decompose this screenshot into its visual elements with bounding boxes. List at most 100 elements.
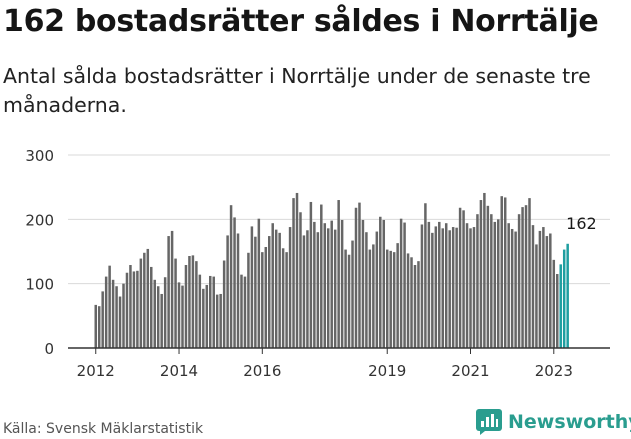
bar <box>136 270 139 348</box>
bar <box>340 219 344 348</box>
bar <box>264 246 268 348</box>
bar <box>316 232 320 348</box>
bar <box>212 276 215 348</box>
bar <box>465 223 469 348</box>
bar-highlight <box>566 243 569 348</box>
bar <box>493 221 497 348</box>
bar <box>556 274 559 348</box>
bar <box>403 222 406 348</box>
bar <box>198 274 202 348</box>
bar <box>410 257 413 348</box>
bar <box>497 219 500 348</box>
bar <box>156 286 160 348</box>
bar <box>150 266 153 348</box>
bar <box>299 212 302 348</box>
bar <box>219 293 222 348</box>
bar <box>462 210 465 348</box>
bar <box>552 259 556 348</box>
chart-subtitle: Antal sålda bostadsrätter i Norrtälje un… <box>3 64 591 117</box>
bar <box>392 252 396 348</box>
bar <box>524 205 528 348</box>
bar <box>490 214 493 348</box>
bar <box>250 226 254 348</box>
bar <box>545 236 549 348</box>
bar <box>320 204 323 348</box>
bar <box>257 218 261 348</box>
bar <box>240 274 243 348</box>
bar <box>202 288 205 348</box>
bar <box>469 228 472 348</box>
bar <box>476 214 479 348</box>
bar <box>372 244 375 348</box>
bar <box>274 229 278 348</box>
bar <box>195 261 198 348</box>
bar <box>146 248 150 348</box>
bar <box>517 214 521 348</box>
bar <box>139 258 143 348</box>
bar <box>254 236 257 348</box>
bar <box>188 256 191 348</box>
data-label-latest: 162 <box>566 214 597 233</box>
bar <box>330 220 333 348</box>
bar <box>229 205 233 348</box>
x-tick-label: 2021 <box>451 362 489 380</box>
bar <box>174 258 177 348</box>
bar <box>444 223 448 348</box>
bar <box>358 202 361 348</box>
bar <box>455 227 458 348</box>
bar <box>417 261 420 348</box>
bar <box>285 252 288 348</box>
bar <box>379 216 382 348</box>
bar <box>104 276 108 348</box>
bar <box>247 252 250 348</box>
bar <box>500 196 503 348</box>
bar <box>233 217 236 348</box>
bar <box>399 218 403 348</box>
chart-title: 162 bostadsrätter såldes i Norrtälje <box>3 4 599 39</box>
bar <box>389 250 392 348</box>
bar <box>184 265 188 348</box>
bar <box>118 296 122 348</box>
bar <box>448 230 451 348</box>
bar-chart: 0 100 200 300 2012 2014 2016 2019 2021 2023 162 <box>25 147 610 380</box>
bar <box>385 249 389 348</box>
bar <box>295 192 299 348</box>
bar <box>143 252 146 348</box>
bar <box>538 230 542 348</box>
bar <box>458 207 462 348</box>
bar <box>313 221 316 348</box>
bar <box>361 219 365 348</box>
bar <box>97 306 101 348</box>
bar <box>222 260 226 348</box>
bar <box>302 235 306 348</box>
bar <box>406 253 410 348</box>
bar <box>451 227 455 348</box>
bar <box>365 232 368 348</box>
bar <box>344 249 347 348</box>
bar <box>226 235 229 348</box>
bar <box>420 224 424 348</box>
bar <box>215 294 219 348</box>
bar <box>535 244 538 348</box>
source-note: Källa: Svensk Mäklarstatistik <box>3 421 204 437</box>
y-tick-label: 200 <box>25 211 54 229</box>
bar <box>510 228 514 348</box>
bar <box>531 225 535 348</box>
bar <box>268 236 271 348</box>
newsworthy-chart-icon <box>476 409 502 435</box>
bar <box>288 227 292 348</box>
bar <box>441 228 444 348</box>
bar <box>351 240 354 348</box>
bar <box>375 231 379 348</box>
bar <box>413 265 417 348</box>
bar <box>261 252 264 348</box>
bar <box>337 200 340 348</box>
bar <box>528 198 531 348</box>
bar <box>347 254 351 348</box>
bar <box>396 243 399 348</box>
newsworthy-logo[interactable]: Newsworthy <box>476 408 631 436</box>
bar <box>434 226 438 348</box>
x-tick-label: 2019 <box>368 362 406 380</box>
bar-highlight <box>559 264 562 348</box>
bar <box>271 223 274 348</box>
